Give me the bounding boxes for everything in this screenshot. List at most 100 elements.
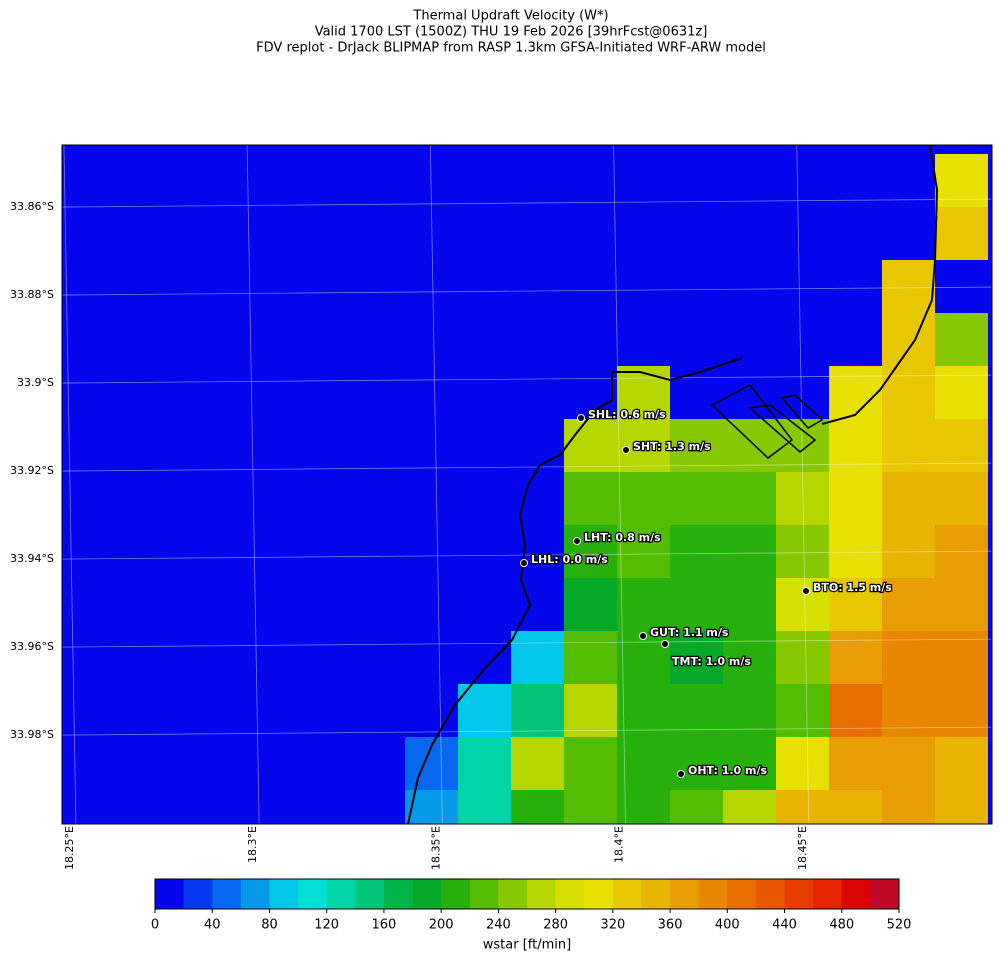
lat-tick-label: 33.98°S <box>10 728 54 741</box>
wstar-cell <box>458 419 511 472</box>
wstar-cell <box>935 419 988 472</box>
wstar-cell <box>776 737 829 790</box>
wstar-cell <box>723 525 776 578</box>
colorbar-swatch <box>383 879 414 909</box>
wstar-cell <box>564 472 617 525</box>
wstar-cell <box>405 419 458 472</box>
wstar-cell <box>935 154 988 207</box>
colorbar-swatch <box>755 879 786 909</box>
wstar-cell <box>458 207 511 260</box>
colorbar-swatch <box>641 879 671 909</box>
wstar-cell <box>564 790 617 824</box>
wstar-cell <box>564 366 617 419</box>
title-line: Thermal Updraft Velocity (W*) <box>412 9 608 24</box>
wstar-cell <box>670 472 723 525</box>
wstar-cell <box>935 472 988 525</box>
wstar-cell <box>776 207 829 260</box>
colorbar-swatch <box>269 879 299 909</box>
colorbar-tick-label: 280 <box>543 918 568 933</box>
station-dot <box>677 770 685 778</box>
station-label: BTO: 1.5 m/s <box>813 581 892 594</box>
wstar-cell <box>723 419 776 472</box>
colorbar-swatch <box>784 879 814 909</box>
wstar-cell <box>829 260 882 313</box>
wstar-cell <box>670 737 723 790</box>
wstar-cell <box>935 684 988 737</box>
wstar-cell <box>882 631 935 684</box>
station-label: GUT: 1.1 m/s <box>650 626 729 639</box>
colorbar-swatch <box>298 879 328 909</box>
wstar-cell <box>511 684 564 737</box>
colorbar-tick-label: 360 <box>658 918 683 933</box>
colorbar-tick-label: 40 <box>204 918 221 933</box>
wstar-cell <box>723 737 776 790</box>
wstar-cell <box>511 419 564 472</box>
wstar-cell <box>458 260 511 313</box>
wstar-cell <box>670 790 723 824</box>
wstar-cell <box>511 313 564 366</box>
stations: SHL: 0.6 m/s SHT: 1.3 m/s LHT: 0.8 m/s LHL:… <box>520 407 893 778</box>
wstar-cell <box>458 366 511 419</box>
lon-grid-line <box>63 144 77 825</box>
wstar-cell <box>511 154 564 207</box>
wstar-cell <box>670 419 723 472</box>
wstar-cell <box>882 366 935 419</box>
wstar-cell <box>829 684 882 737</box>
colorbar-tick-label: 400 <box>715 918 740 933</box>
wstar-cell <box>511 207 564 260</box>
wstar-cell <box>776 260 829 313</box>
wstar-cell <box>882 154 935 207</box>
wstar-cell <box>458 154 511 207</box>
wstar-cell <box>617 525 670 578</box>
wstar-cell <box>829 419 882 472</box>
graticule <box>61 144 993 825</box>
station-label: SHL: 0.6 m/s <box>588 408 666 421</box>
colorbar-tick-label: 240 <box>486 918 511 933</box>
wstar-cell <box>458 790 511 824</box>
colorbar-swatch <box>212 879 242 909</box>
lon-tick-label: 18.45°E <box>796 826 809 870</box>
colorbar-swatch <box>813 879 843 909</box>
wstar-cell <box>458 631 511 684</box>
colorbar-swatch <box>183 879 213 909</box>
wstar-cell <box>670 313 723 366</box>
wstar-cell <box>564 684 617 737</box>
wstar-cell <box>405 207 458 260</box>
station-dot <box>520 559 528 567</box>
wstar-cell <box>776 313 829 366</box>
station-dot <box>802 587 810 595</box>
station-dot <box>639 632 647 640</box>
wstar-cell <box>935 207 988 260</box>
wstar-cell <box>564 207 617 260</box>
wstar-cell <box>723 790 776 824</box>
wstar-cell <box>829 313 882 366</box>
wstar-cell <box>670 684 723 737</box>
station-dot <box>661 640 669 648</box>
wstar-cell <box>564 631 617 684</box>
wstar-cell <box>882 790 935 824</box>
colorbar-swatch <box>670 879 700 909</box>
wstar-cell <box>670 631 723 684</box>
colorbar-swatch <box>584 879 614 909</box>
wstar-cell <box>405 366 458 419</box>
wstar-cell <box>458 684 511 737</box>
station-label: TMT: 1.0 m/s <box>672 655 751 668</box>
colorbar-swatch <box>527 879 557 909</box>
colorbar-tick-label: 200 <box>429 918 454 933</box>
lat-grid-line <box>61 726 993 736</box>
wstar-cell <box>564 419 617 472</box>
colorbar-label: wstar [ft/min] <box>483 938 571 953</box>
lon-grid-line <box>796 144 810 825</box>
wstar-cell <box>564 260 617 313</box>
wstar-cell <box>723 578 776 631</box>
wstar-cell <box>617 260 670 313</box>
lon-tick-label: 18.35°E <box>429 826 442 870</box>
wstar-cell <box>776 366 829 419</box>
wstar-cell <box>882 207 935 260</box>
wstar-cell <box>935 313 988 366</box>
wstar-cell <box>829 737 882 790</box>
colorbar-swatch <box>555 879 585 909</box>
wstar-cell <box>882 313 935 366</box>
wstar-cell <box>935 525 988 578</box>
colorbar-tick-label: 520 <box>887 918 912 933</box>
